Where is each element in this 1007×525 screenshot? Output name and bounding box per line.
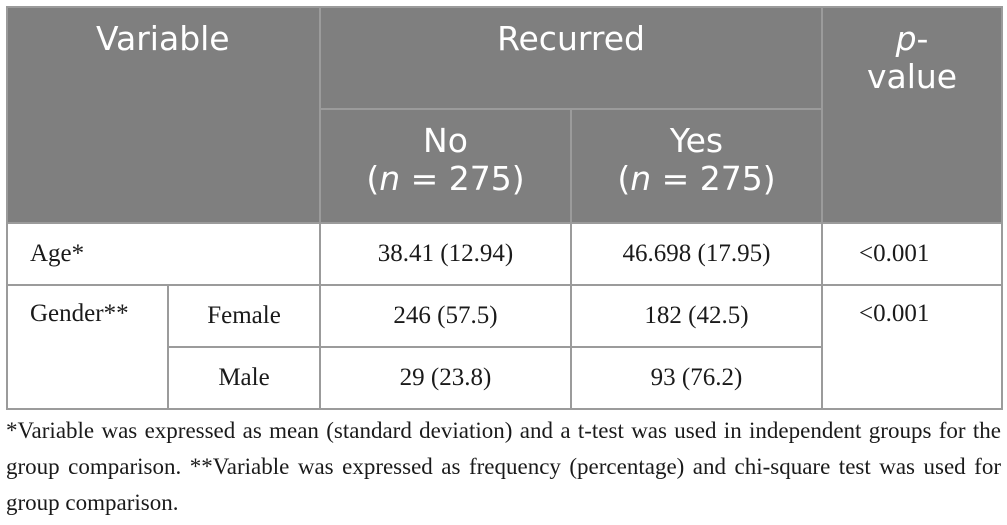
header-row-2: No (n = 275) Yes (n = 275)	[7, 108, 1002, 224]
age-label: Age*	[6, 222, 321, 286]
header-recurred: Recurred	[318, 6, 824, 110]
age-p-value: <0.001	[821, 222, 1004, 286]
header-yes-n-italic: n	[630, 159, 652, 198]
age-no-value: 38.41 (12.94)	[319, 222, 572, 286]
table-footnote: *Variable was expressed as mean (standar…	[6, 418, 1001, 515]
header-yes-n-prefix: (	[617, 159, 631, 198]
male-no-value: 29 (23.8)	[319, 346, 572, 410]
header-variable: Variable	[6, 6, 321, 224]
table-row-gender-male: Male 29 (23.8) 93 (76.2)	[7, 346, 1002, 410]
table-body: Age* 38.41 (12.94) 46.698 (17.95) <0.001…	[6, 222, 1004, 410]
male-label: Male	[167, 346, 321, 410]
header-no-label: No	[423, 121, 468, 160]
gender-label: Gender**	[6, 284, 169, 410]
female-label: Female	[167, 284, 321, 348]
header-no-n-suffix: = 275)	[400, 159, 525, 198]
header-p-value: p-value	[821, 6, 1004, 224]
header-no-n-italic: n	[379, 159, 401, 198]
age-yes-value: 46.698 (17.95)	[569, 222, 824, 286]
header-no-n-prefix: (	[366, 159, 380, 198]
table-row-gender-female: Gender** Female 246 (57.5) 182 (42.5) <0…	[6, 284, 1004, 410]
header-no: No (n = 275)	[319, 108, 572, 224]
header-yes-n-suffix: = 275)	[651, 159, 776, 198]
male-yes-value: 93 (76.2)	[569, 346, 824, 410]
header-p-value-label: value	[866, 57, 958, 96]
female-yes-value: 182 (42.5)	[569, 284, 824, 348]
header-yes: Yes (n = 275)	[569, 108, 824, 224]
table-header: Variable Recurred p-value No (n = 275) Ye…	[6, 6, 1004, 224]
header-p-dash: -	[916, 19, 929, 58]
header-yes-label: Yes	[669, 121, 724, 160]
table-row-age: Age* 38.41 (12.94) 46.698 (17.95) <0.001	[6, 222, 1004, 286]
female-no-value: 246 (57.5)	[319, 284, 572, 348]
header-p-italic: p	[895, 19, 917, 58]
header-row-1: Variable Recurred p-value	[6, 6, 1004, 224]
gender-p-value: <0.001	[821, 284, 1004, 410]
results-table: Variable Recurred p-value No (n = 275) Ye…	[6, 6, 1004, 410]
results-table-container: Variable Recurred p-value No (n = 275) Ye…	[6, 6, 1004, 410]
